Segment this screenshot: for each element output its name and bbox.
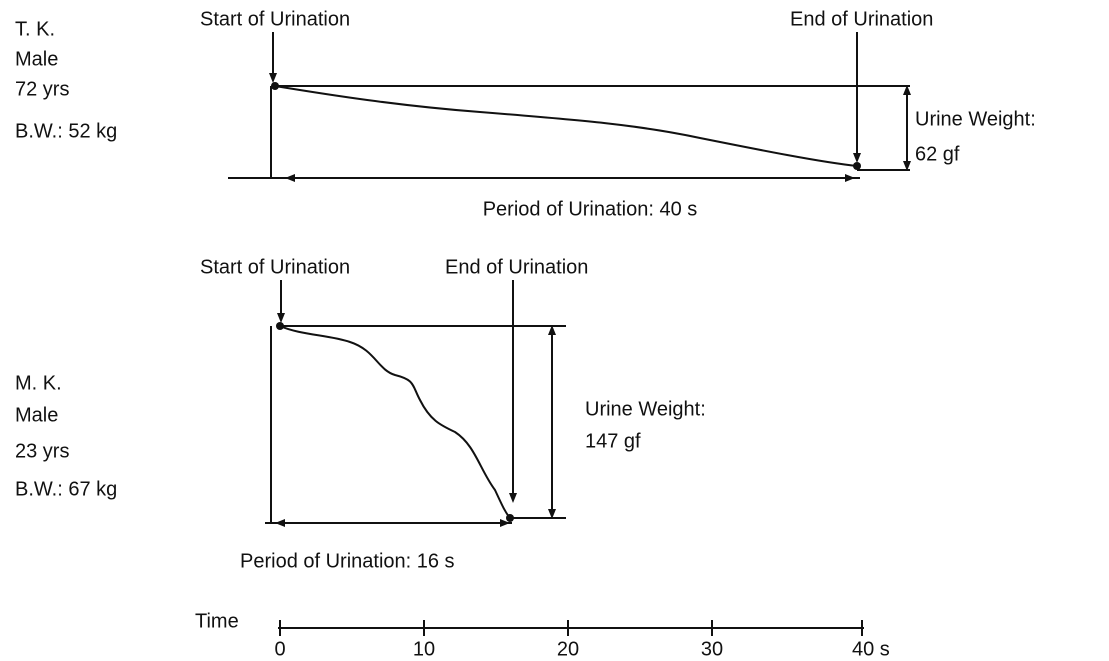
panel-2: M. K. Male 23 yrs B.W.: 67 kg Start of U… <box>15 256 706 572</box>
end-dot <box>853 162 861 170</box>
subject-age: 23 yrs <box>15 440 69 462</box>
weight-curve <box>274 85 858 167</box>
subject-sex: Male <box>15 404 58 426</box>
weight-value: 62 gf <box>915 143 960 165</box>
time-tick-label: 30 <box>701 638 723 660</box>
subject-name: T. K. <box>15 18 55 40</box>
weight-label: Urine Weight: <box>915 108 1036 130</box>
weight-curve <box>279 325 511 519</box>
end-dot <box>506 514 514 522</box>
start-label: Start of Urination <box>200 256 350 278</box>
end-label: End of Urination <box>445 256 588 278</box>
subject-sex: Male <box>15 48 58 70</box>
time-tick-label: 40 s <box>852 638 890 660</box>
start-dot <box>276 322 284 330</box>
start-dot <box>271 82 279 90</box>
weight-value: 147 gf <box>585 430 641 452</box>
end-label: End of Urination <box>790 8 933 30</box>
period-label: Period of Urination: 16 s <box>240 550 455 572</box>
start-label: Start of Urination <box>200 8 350 30</box>
time-axis: Time 0 10 20 30 40 s <box>195 610 890 660</box>
subject-weight: B.W.: 67 kg <box>15 478 117 500</box>
time-tick-label: 0 <box>274 638 285 660</box>
subject-age: 72 yrs <box>15 78 69 100</box>
subject-name: M. K. <box>15 372 62 394</box>
time-label: Time <box>195 610 239 632</box>
weight-label: Urine Weight: <box>585 398 706 420</box>
time-tick-label: 10 <box>413 638 435 660</box>
period-label: Period of Urination: 40 s <box>483 198 698 220</box>
time-tick-label: 20 <box>557 638 579 660</box>
panel-1: T. K. Male 72 yrs B.W.: 52 kg Start of U… <box>15 8 1036 220</box>
subject-weight: B.W.: 52 kg <box>15 120 117 142</box>
